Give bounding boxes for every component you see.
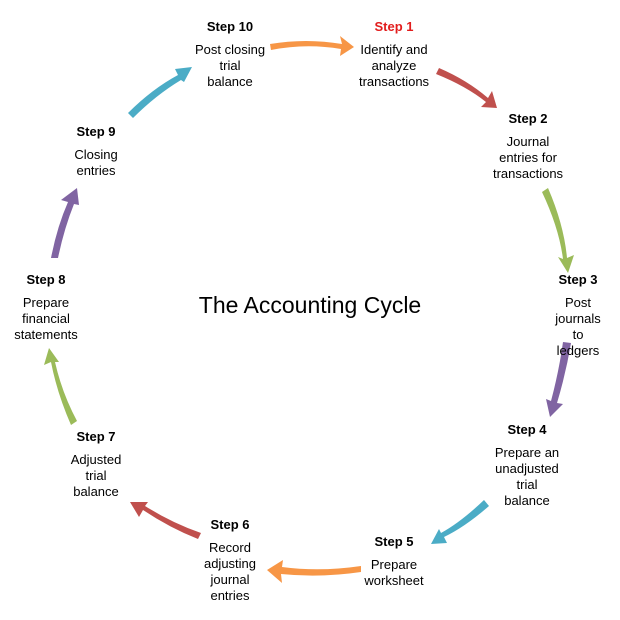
arrow-step3-to-step4 [546, 342, 571, 417]
step-9-title: Step 9 [76, 124, 116, 139]
step-5-title: Step 5 [374, 534, 414, 549]
step-10-title: Step 10 [206, 19, 254, 34]
arrow-step4-to-step5 [431, 500, 489, 544]
step-7-title: Step 7 [76, 429, 116, 444]
step-4-title: Step 4 [507, 422, 547, 437]
arrow-step2-to-step3 [542, 188, 574, 273]
step-4: Step 4 Prepare an unadjusted trial balan… [495, 422, 559, 509]
step-6-title: Step 6 [210, 517, 250, 532]
arrow-step9-to-step10 [128, 67, 192, 118]
step-1-title: Step 1 [374, 19, 414, 34]
step-9: Step 9 Closing entries [74, 124, 117, 179]
step-10-description: Post closing trial balance [194, 42, 266, 89]
diagram-title: The Accounting Cycle [198, 292, 422, 318]
step-9-description: Closing entries [74, 147, 118, 178]
step-5-description: Prepare worksheet [364, 557, 424, 588]
step-1-description: Identify and analyze transactions [358, 42, 430, 89]
step-7: Step 7 Adjusted trial balance [71, 429, 122, 500]
arrow-step10-to-step1 [270, 36, 354, 56]
step-8-title: Step 8 [26, 272, 66, 287]
step-2: Step 2 Journal entries for transactions [493, 111, 563, 182]
step-3-description: Post journals to ledgers [555, 295, 601, 358]
step-6: Step 6 Record adjusting journal entries [204, 517, 256, 604]
step-3-title: Step 3 [558, 272, 598, 287]
step-5: Step 5 Prepare worksheet [364, 534, 423, 589]
arrow-step7-to-step8 [44, 348, 77, 425]
step-2-title: Step 2 [508, 111, 548, 126]
step-1: Step 1 Identify and analyze transactions [359, 19, 429, 90]
step-8-description: Prepare financial statements [14, 295, 78, 342]
step-8: Step 8 Prepare financial statements [14, 272, 78, 343]
step-7-description: Adjusted trial balance [70, 452, 122, 499]
step-10: Step 10 Post closing trial balance [195, 19, 265, 90]
arrow-step6-to-step7 [130, 502, 201, 539]
step-2-description: Journal entries for transactions [492, 134, 564, 181]
step-4-description: Prepare an unadjusted trial balance [494, 445, 560, 508]
step-6-description: Record adjusting journal entries [203, 540, 257, 603]
step-3: Step 3 Post journals to ledgers [555, 272, 601, 359]
arrow-step1-to-step2 [436, 68, 497, 108]
arrow-step5-to-step6 [267, 560, 361, 583]
arrow-step8-to-step9 [51, 188, 79, 258]
